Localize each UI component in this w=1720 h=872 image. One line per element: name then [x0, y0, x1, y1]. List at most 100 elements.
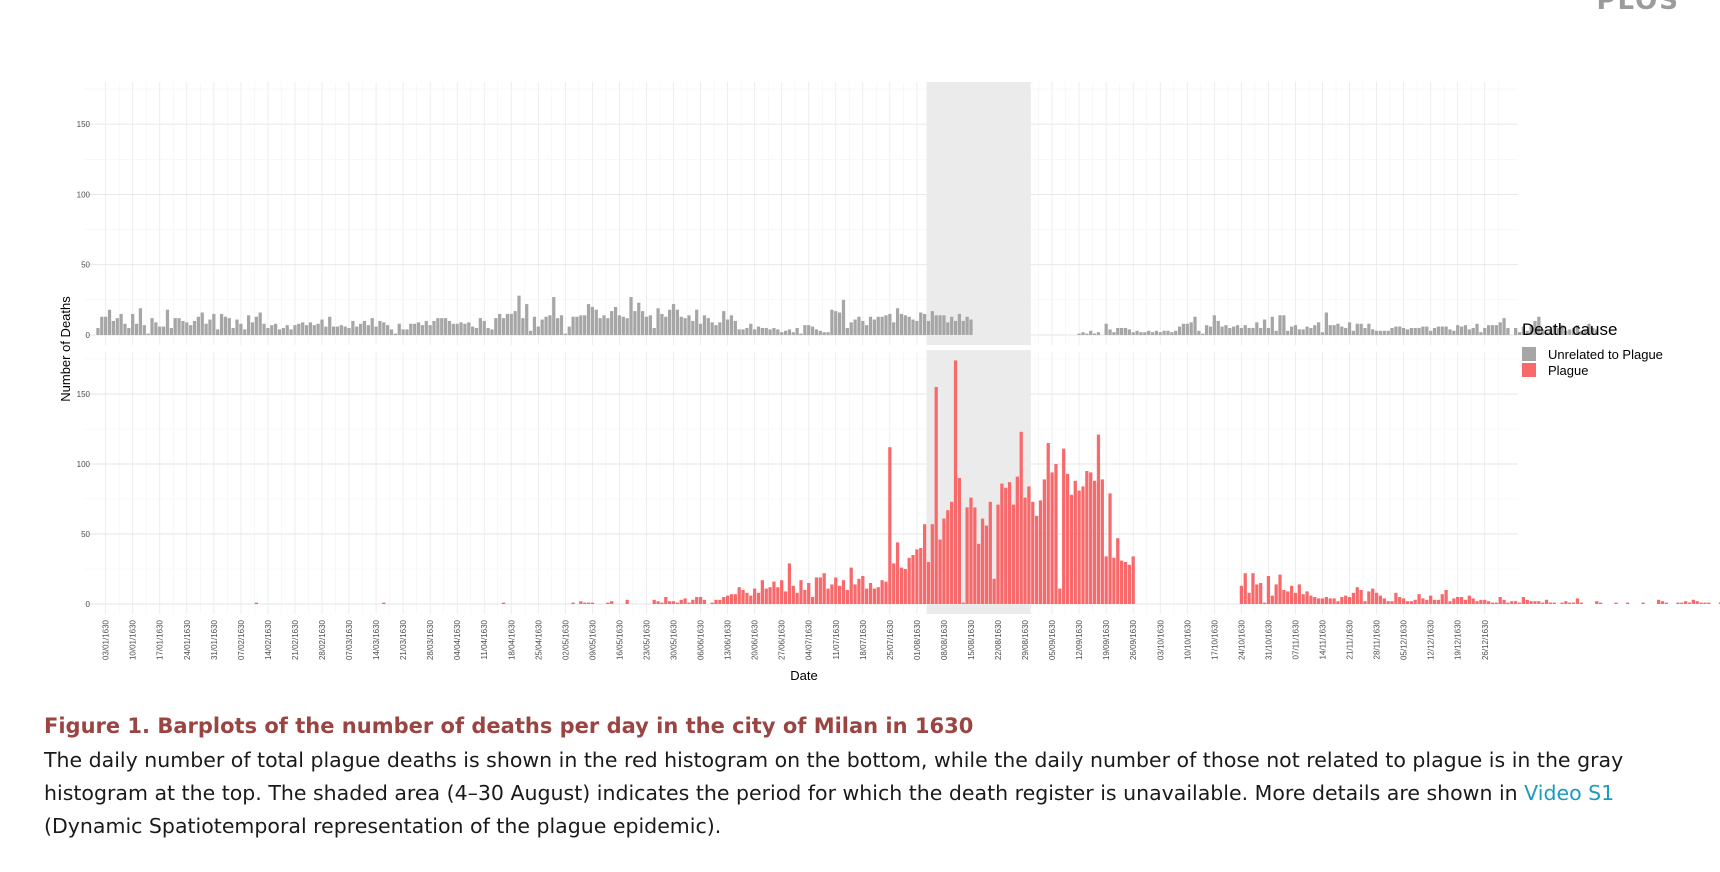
bar	[1556, 327, 1560, 335]
bar	[413, 323, 417, 335]
bar	[1575, 598, 1580, 604]
bar	[1525, 599, 1529, 604]
bar	[1038, 500, 1043, 604]
legend-label-plague: Plague	[1548, 363, 1588, 378]
bar	[1568, 602, 1572, 604]
bar	[602, 315, 606, 335]
x-tick-label: 31/10/1630	[1264, 619, 1273, 660]
bar	[1096, 434, 1101, 604]
bar	[648, 315, 652, 335]
bar	[1459, 597, 1464, 604]
bar	[370, 318, 374, 335]
bar	[768, 587, 772, 604]
bar	[1378, 330, 1383, 335]
bar	[1166, 330, 1170, 335]
bar	[185, 322, 189, 335]
bar	[737, 329, 741, 335]
bar	[432, 320, 436, 335]
x-tick-label: 23/05/1630	[642, 619, 651, 660]
bar	[386, 325, 390, 335]
x-tick-label: 26/09/1630	[1129, 619, 1138, 660]
bar	[903, 315, 907, 335]
bar	[760, 580, 764, 604]
bar	[447, 320, 452, 335]
bar	[1046, 443, 1050, 604]
x-tick-label: 03/10/1630	[1156, 619, 1165, 660]
bar	[780, 332, 784, 335]
bar	[1579, 330, 1583, 335]
bar	[1204, 325, 1209, 335]
bar	[814, 329, 819, 335]
bar	[1104, 323, 1108, 335]
bar	[1533, 320, 1537, 335]
bar	[281, 327, 285, 335]
bar	[1085, 333, 1089, 335]
bar	[652, 327, 656, 335]
bar	[1541, 329, 1545, 335]
bar	[1143, 332, 1147, 335]
bar	[753, 588, 757, 604]
bar	[1089, 330, 1093, 335]
bar	[1347, 597, 1352, 604]
bar	[1216, 320, 1220, 335]
bar	[1262, 319, 1267, 335]
bar	[1664, 602, 1668, 604]
bar	[1402, 598, 1406, 604]
bar	[950, 501, 954, 604]
bar	[675, 602, 680, 604]
bar	[1332, 325, 1336, 335]
bar	[1332, 598, 1336, 604]
bar	[633, 311, 637, 335]
bar	[1471, 327, 1475, 335]
bar	[1351, 330, 1356, 335]
x-tick-label: 03/01/1630	[102, 619, 111, 660]
bar	[254, 602, 258, 604]
bar	[791, 332, 795, 335]
bar	[1116, 538, 1120, 604]
bar	[378, 320, 382, 335]
bar	[1691, 599, 1695, 604]
bar	[200, 312, 204, 335]
y-tick-label: 0	[86, 600, 91, 609]
bar	[1564, 330, 1568, 335]
bar	[1490, 325, 1495, 335]
bar	[861, 576, 865, 604]
bar	[358, 323, 363, 335]
bar	[668, 309, 672, 335]
video-s1-link[interactable]: Video S1	[1524, 781, 1615, 805]
bar	[1340, 326, 1344, 335]
bar	[1459, 326, 1464, 335]
bar	[1413, 327, 1417, 335]
bar	[1274, 584, 1278, 604]
x-tick-label: 24/01/1630	[183, 619, 192, 660]
bar	[1398, 326, 1402, 335]
bar	[938, 539, 942, 604]
bar	[760, 327, 764, 335]
x-tick-label: 08/08/1630	[940, 619, 949, 660]
bar	[1390, 327, 1394, 335]
x-axis-ticks: 03/01/1630 10/01/1630 17/01/1630 24/01/1630…	[102, 619, 1490, 660]
bar	[892, 563, 896, 604]
bar	[888, 313, 892, 335]
x-tick-label: 01/08/1630	[913, 619, 922, 660]
bar	[169, 327, 173, 335]
x-tick-label: 30/05/1630	[670, 619, 679, 660]
bar	[915, 549, 919, 604]
bar	[1514, 601, 1518, 604]
bar	[525, 304, 529, 335]
bar	[590, 602, 595, 604]
bar	[270, 325, 274, 335]
bar	[1413, 599, 1417, 604]
bar	[1479, 599, 1483, 604]
bar	[1313, 597, 1317, 604]
bar	[1494, 325, 1498, 335]
bar	[351, 320, 355, 335]
bar	[973, 507, 977, 604]
bar	[1560, 325, 1564, 335]
bar	[1475, 601, 1479, 604]
bar	[1092, 333, 1097, 335]
bar	[509, 313, 513, 335]
bar	[1081, 332, 1085, 335]
bar	[1058, 588, 1062, 604]
bar	[903, 569, 907, 604]
